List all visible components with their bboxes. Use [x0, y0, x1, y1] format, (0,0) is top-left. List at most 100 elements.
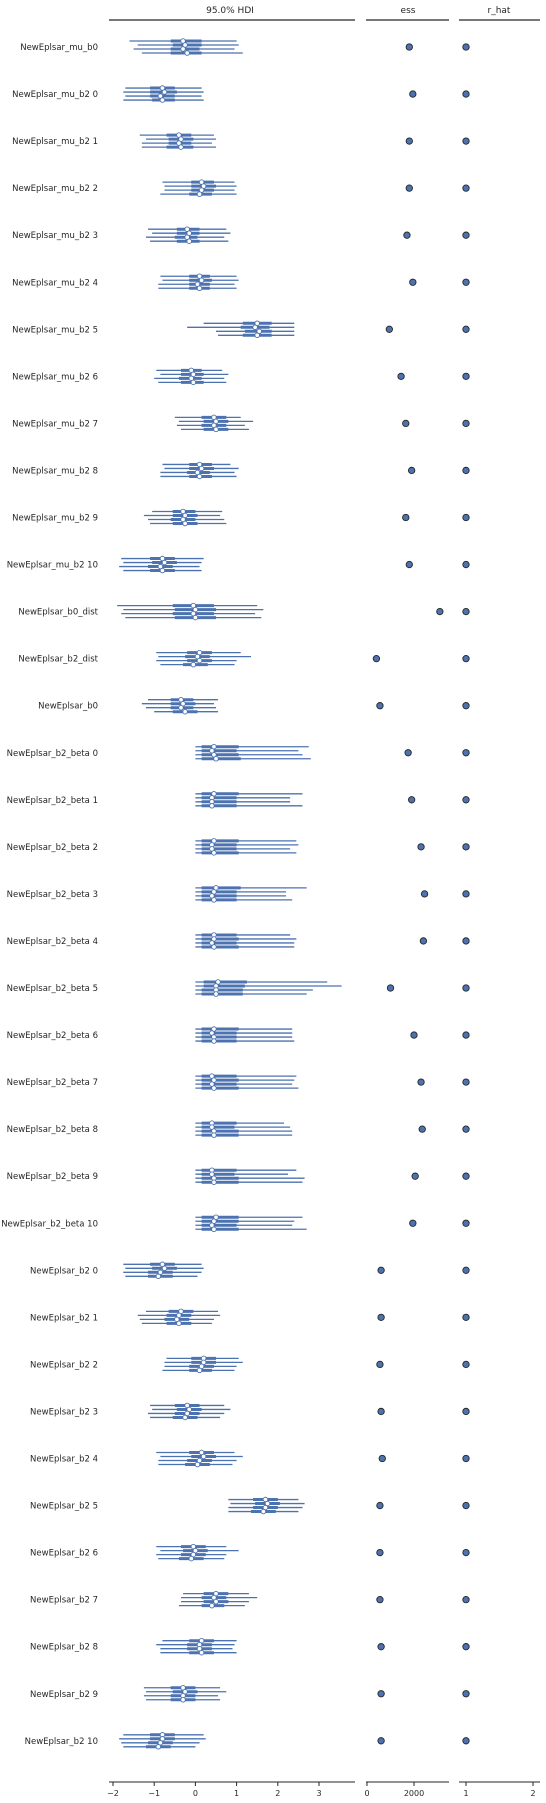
variable-label: NewEplsar_b2 2 [30, 1360, 98, 1370]
variable-label: NewEplsar_b2_beta 6 [7, 1031, 98, 1041]
mean-point [213, 426, 219, 433]
rhat-point [462, 90, 470, 98]
mean-point [188, 1555, 195, 1562]
rhat-point [462, 607, 470, 616]
ess-point [420, 890, 429, 898]
variable-label: NewEplsar_mu_b2 10 [7, 561, 98, 571]
mean-point [192, 614, 199, 621]
variable-label: NewEplsar_b0_dist [18, 608, 98, 618]
ess-point [402, 419, 410, 428]
variable-label: NewEplsar_b2 5 [30, 1502, 98, 1512]
chart-marks: −2 −1 0 1 2 3 0 2000 1 2 NewEplsar_mu_b0 NewEplsar_… [1, 19, 540, 1798]
panel-titles: 95.0% HDI ess r_hat [206, 6, 511, 16]
mean-point [161, 89, 168, 95]
x-tick-label: 2 [530, 1789, 535, 1798]
ess-point [376, 1596, 384, 1604]
variable-label: NewEplsar_b2_beta 1 [7, 796, 98, 806]
ess-point [377, 1313, 385, 1322]
rhat-point [462, 1501, 470, 1510]
ess-point [378, 1454, 386, 1463]
variable-label: NewEplsar_mu_b2 7 [12, 419, 98, 429]
variable-label: NewEplsar_b2 4 [30, 1455, 98, 1465]
ess-point [405, 184, 413, 192]
mean-point [155, 1273, 162, 1280]
mean-point [182, 520, 188, 527]
ess-point [397, 372, 405, 380]
mean-point [184, 50, 190, 56]
x-tick-label: 1 [463, 1789, 468, 1798]
mean-point [196, 285, 203, 292]
x-tick-label: 2 [275, 1789, 280, 1798]
rhat-point [462, 184, 470, 192]
ess-point [418, 1125, 426, 1133]
ess-point [417, 1078, 425, 1086]
rhat-point [462, 984, 470, 992]
rhat-point [462, 1360, 470, 1369]
hdi-panel-title: 95.0% HDI [206, 6, 254, 16]
variable-label: NewEplsar_mu_b2 2 [12, 184, 98, 194]
mean-point [194, 1461, 201, 1468]
mean-point [213, 1598, 219, 1605]
x-tick-label: 2000 [404, 1789, 424, 1798]
variable-label: NewEplsar_mu_b2 5 [12, 325, 98, 335]
ess-point [417, 843, 425, 851]
variable-label: NewEplsar_b2 7 [30, 1596, 98, 1606]
variable-label: NewEplsar_mu_b2 9 [12, 514, 98, 524]
variable-label: NewEplsar_b2_beta 5 [7, 984, 98, 994]
mean-point [178, 144, 184, 150]
ess-point [377, 1643, 385, 1651]
mean-point [190, 379, 197, 386]
ess-point [405, 560, 413, 569]
rhat-point [462, 937, 470, 945]
ess-point [372, 655, 381, 663]
ess-point [409, 90, 417, 98]
variable-label: NewEplsar_b2 6 [30, 1549, 98, 1559]
mean-point [196, 657, 203, 664]
variable-label: NewEplsar_b2_beta 4 [7, 937, 98, 947]
x-tick-label: −2 [107, 1789, 119, 1798]
mean-point [198, 277, 205, 284]
rhat-point [462, 890, 470, 898]
rhat-point [462, 560, 470, 569]
ess-point [377, 1266, 385, 1274]
mean-point [161, 559, 168, 566]
variable-label: NewEplsar_mu_b2 4 [12, 278, 98, 288]
ess-point [377, 1737, 385, 1745]
rhat-point [462, 278, 470, 286]
mean-point [209, 803, 215, 809]
variable-label: NewEplsar_b2_beta 7 [7, 1078, 98, 1088]
mean-point [180, 46, 186, 52]
variable-label: NewEplsar_b2_beta 9 [7, 1172, 98, 1182]
mean-point [182, 1414, 188, 1421]
variable-label: NewEplsar_b0 [38, 702, 98, 712]
mean-point [200, 1453, 207, 1460]
mean-point [196, 191, 203, 197]
variable-label: NewEplsar_b2_beta 0 [7, 749, 98, 759]
rhat-point [462, 1548, 470, 1557]
rhat-point [462, 372, 470, 380]
mean-point [211, 897, 217, 903]
variable-label: NewEplsar_mu_b0 [20, 43, 98, 53]
ess-point [402, 513, 410, 522]
ess-point [404, 749, 412, 757]
rhat-point [462, 843, 470, 851]
variable-label: NewEplsar_b2_beta 3 [7, 890, 98, 900]
ess-point [409, 1219, 417, 1227]
rhat-point [462, 655, 470, 663]
x-tick-label: 3 [316, 1789, 321, 1798]
mean-point [260, 1508, 267, 1515]
ess-point [386, 984, 395, 992]
mean-point [211, 944, 217, 950]
ess-panel-title: ess [401, 6, 416, 16]
ess-point [376, 702, 384, 710]
rhat-point [462, 1172, 470, 1180]
mean-point [186, 238, 192, 244]
ess-point [405, 43, 413, 51]
ess-point [407, 796, 416, 804]
rhat-point [462, 1737, 470, 1745]
mean-point [161, 1265, 168, 1272]
rhat-point [462, 796, 470, 804]
mean-point [213, 756, 219, 762]
ess-point [409, 278, 417, 286]
ess-point [436, 607, 444, 616]
